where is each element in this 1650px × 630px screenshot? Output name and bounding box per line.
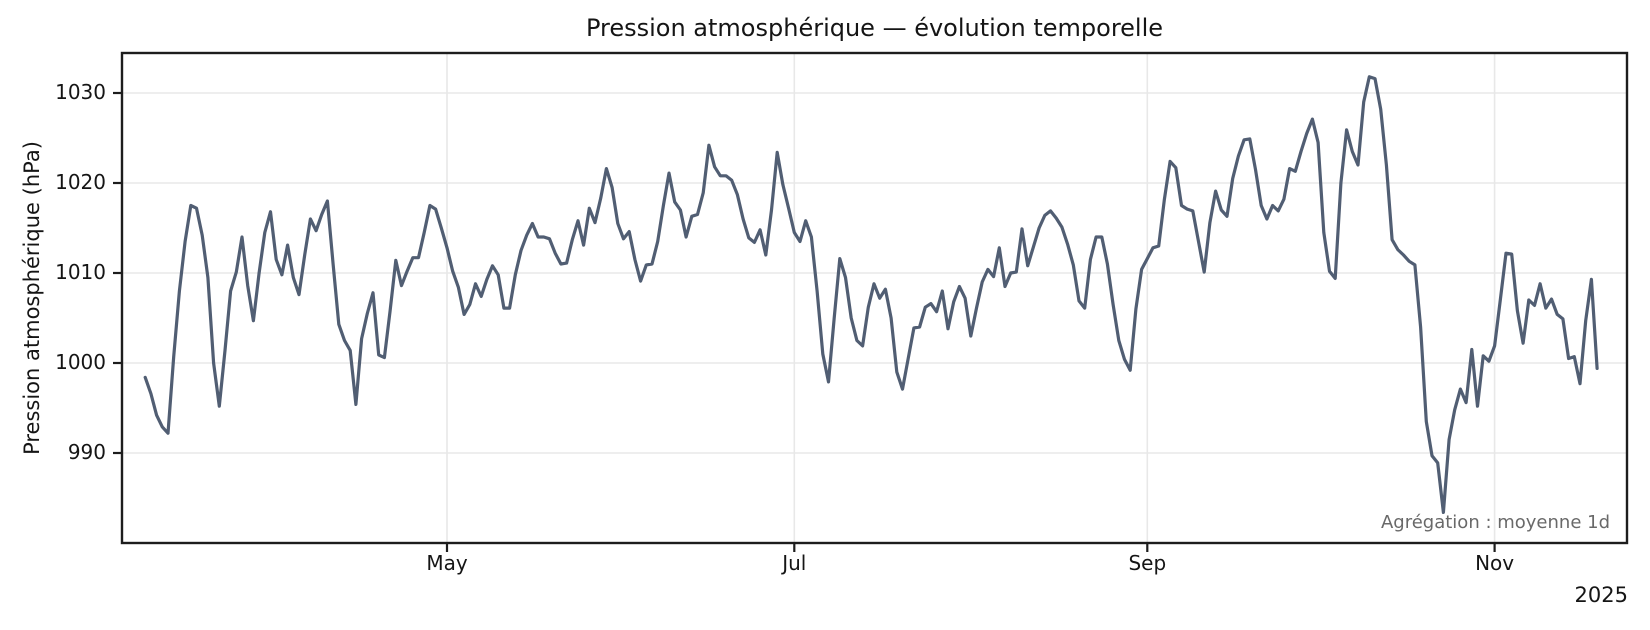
y-tick-label: 1020 — [55, 170, 106, 194]
y-tick-label: 1010 — [55, 260, 106, 284]
chart-title: Pression atmosphérique — évolution tempo… — [585, 14, 1164, 42]
y-tick-label: 1000 — [55, 350, 106, 374]
x-tick-label-may: May — [426, 551, 468, 575]
y-tick-label: 1030 — [55, 80, 106, 104]
pressure-line — [143, 75, 1599, 515]
x-tick-label-jul: Jul — [782, 551, 807, 575]
x-tick-label-sep: Sep — [1128, 551, 1167, 575]
aggregation-annotation: Agrégation : moyenne 1d — [1380, 512, 1610, 533]
axes-spines — [120, 51, 1629, 545]
x-axis-year-label: 2025 — [1574, 583, 1628, 607]
y-tick-label: 990 — [67, 440, 106, 464]
x-tick-label-nov: Nov — [1475, 551, 1515, 575]
